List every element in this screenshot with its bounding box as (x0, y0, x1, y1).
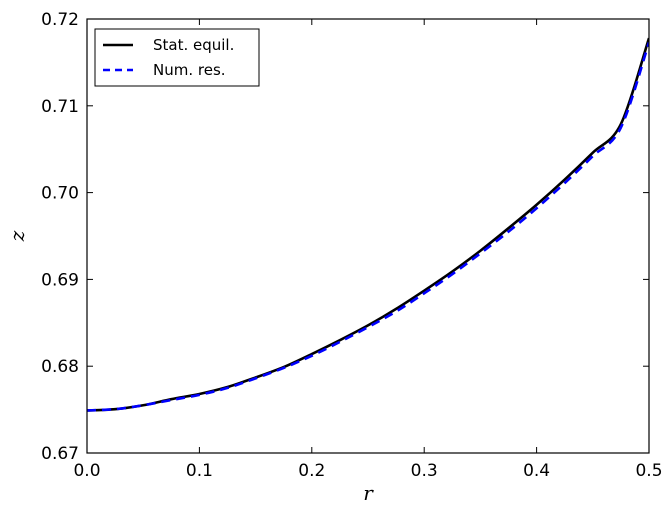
x-tick-label: 0.5 (635, 461, 662, 481)
y-axis-label: z (5, 230, 29, 242)
y-tick-label: 0.69 (41, 270, 79, 290)
plot-frame (86, 18, 650, 454)
legend-label-num-res: Num. res. (153, 61, 226, 79)
y-tick-label: 0.71 (41, 97, 79, 117)
y-tick-label: 0.67 (41, 444, 79, 464)
x-tick-label: 0.3 (411, 461, 438, 481)
series-line-num-res (87, 42, 649, 412)
plot-area (87, 37, 649, 412)
x-tick-label: 0.4 (523, 461, 550, 481)
y-tick-label: 0.70 (41, 184, 79, 204)
legend-label-stat-equil: Stat. equil. (153, 36, 234, 54)
y-tick-label: 0.68 (41, 357, 79, 377)
y-axis: 0.67 0.68 0.69 0.70 0.71 0.72 (41, 10, 649, 464)
x-tick-label: 0.0 (73, 461, 100, 481)
legend: Stat. equil. Num. res. (94, 28, 260, 87)
y-tick-label: 0.72 (41, 10, 79, 30)
x-tick-label: 0.1 (186, 461, 213, 481)
x-axis: 0.0 0.1 0.2 0.3 0.4 0.5 (73, 19, 663, 481)
legend-box (94, 28, 260, 87)
x-tick-label: 0.2 (298, 461, 325, 481)
series-line-stat-equil (87, 37, 649, 412)
x-axis-label: r (363, 481, 374, 505)
